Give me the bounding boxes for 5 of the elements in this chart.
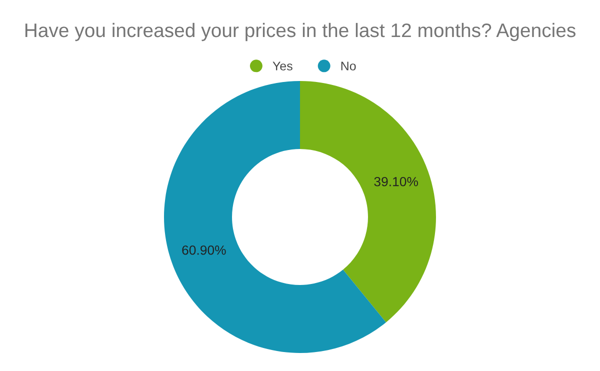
- legend-label: Yes: [272, 62, 292, 70]
- chart-title: Have you increased your prices in the last 12 months? Agencies: [25, 22, 576, 42]
- data-label: 39.10%: [374, 176, 418, 186]
- data-label: 60.90%: [182, 245, 226, 255]
- legend-label: No: [341, 62, 356, 70]
